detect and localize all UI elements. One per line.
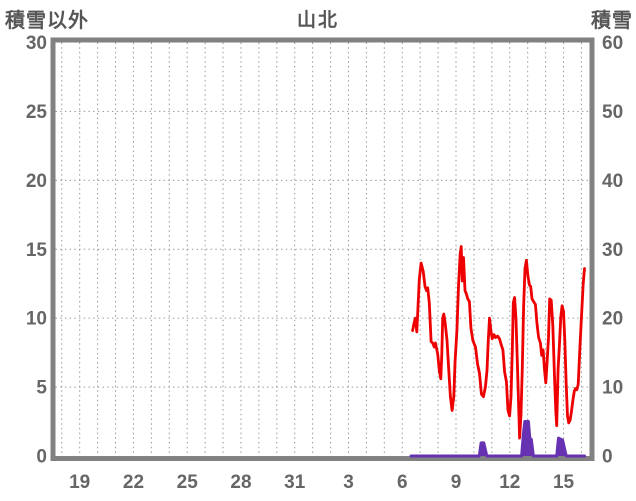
- x-tick-label: 6: [397, 472, 408, 493]
- x-tick-label: 12: [499, 472, 520, 493]
- y-tick-label-left: 5: [36, 378, 47, 399]
- snow-area-series: [409, 420, 586, 458]
- y-tick-label-right: 50: [602, 102, 623, 123]
- red-line-series: [411, 245, 586, 440]
- y-tick-label-right: 40: [602, 171, 623, 192]
- y-tick-label-right: 0: [602, 447, 613, 468]
- x-tick-label: 28: [230, 472, 251, 493]
- y-tick-label-left: 10: [26, 309, 47, 330]
- chart-title: 山北: [296, 10, 339, 31]
- y-tick-label-right: 60: [602, 33, 623, 54]
- x-tick-label: 3: [343, 472, 354, 493]
- x-tick-label: 19: [69, 472, 90, 493]
- y-tick-label-right: 30: [602, 240, 623, 261]
- y-tick-label-left: 20: [26, 171, 47, 192]
- x-tick-label: 31: [284, 472, 306, 493]
- right-axis-title: 積雪: [591, 10, 633, 32]
- x-tick-label: 9: [451, 472, 462, 493]
- y-tick-label-left: 25: [26, 102, 48, 123]
- x-tick-label: 25: [177, 472, 199, 493]
- x-tick-label: 15: [553, 472, 575, 493]
- y-tick-label-left: 30: [26, 33, 47, 54]
- y-tick-label-right: 10: [602, 378, 623, 399]
- left-axis-title: 積雪以外: [5, 10, 89, 32]
- y-tick-label-right: 20: [602, 309, 623, 330]
- plot-frame: [50, 37, 595, 461]
- y-tick-label-left: 15: [26, 240, 48, 261]
- x-tick-label: 22: [123, 472, 144, 493]
- y-tick-label-left: 0: [36, 447, 47, 468]
